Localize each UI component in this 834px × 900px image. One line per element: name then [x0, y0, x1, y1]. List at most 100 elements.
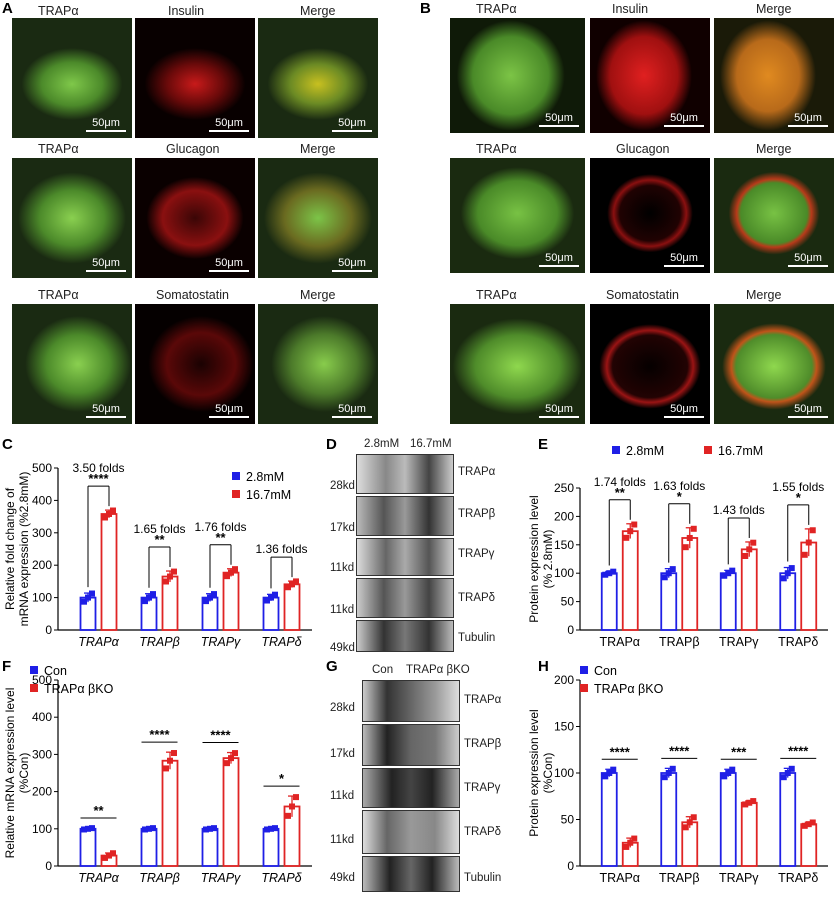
- legend-swatch-blue: [612, 446, 620, 454]
- data-point: [232, 750, 238, 757]
- legend-label: 2.8mM: [626, 444, 664, 458]
- scale-bar: 50μm: [788, 252, 828, 267]
- data-point: [750, 539, 757, 546]
- data-point: [602, 571, 609, 578]
- bar-control: [779, 772, 797, 867]
- x-tick-label: TRAPβ: [139, 635, 179, 649]
- kd-label: 11kd: [330, 562, 355, 574]
- data-point: [224, 760, 230, 767]
- scale-bar: 50μm: [332, 403, 372, 418]
- bar-treatment: [161, 575, 179, 631]
- data-point: [171, 750, 177, 757]
- kd-label: 49kd: [330, 642, 355, 654]
- scale-bar: 50μm: [664, 403, 704, 418]
- micrograph-merge-somatostatin: 50μm: [258, 304, 378, 424]
- data-point: [268, 594, 274, 601]
- data-point: [809, 819, 816, 826]
- scale-bar: 50μm: [332, 117, 372, 132]
- y-axis-label: mRNA expression (%2.8mM): [17, 472, 31, 627]
- bar-control: [600, 772, 618, 867]
- header-glucagon: Glucagon: [166, 142, 220, 156]
- legend-swatch-red: [704, 446, 712, 454]
- data-point: [285, 812, 291, 819]
- bar-treatment: [681, 537, 699, 631]
- header-merge: Merge: [300, 288, 336, 302]
- chart-e-protein-glucose: 0 50 100 150 200 250 Protein expression level(…: [527, 444, 828, 649]
- panel-label-c: C: [2, 436, 13, 453]
- x-tick-label: TRAPγ: [719, 635, 759, 649]
- y-tick-label: 100: [554, 566, 574, 580]
- x-tick-label: TRAPα: [78, 871, 119, 885]
- y-tick-label: 100: [32, 822, 52, 836]
- legend-swatch-blue: [232, 472, 240, 480]
- bar-treatment: [222, 571, 240, 631]
- y-tick-label: 400: [32, 710, 52, 724]
- band-label: TRAPα: [464, 694, 502, 706]
- data-point: [686, 534, 693, 541]
- scale-bar: 50μm: [788, 403, 828, 418]
- data-point: [211, 825, 217, 832]
- band-trapg: [362, 768, 460, 808]
- band-trapd: [362, 810, 460, 854]
- data-point: [106, 511, 112, 518]
- data-point: [203, 826, 209, 833]
- significance-label: ****: [610, 744, 631, 759]
- data-point: [725, 770, 732, 776]
- panel-label-b: B: [420, 0, 431, 17]
- y-axis-label: (%Con): [17, 753, 31, 794]
- data-point: [142, 598, 148, 605]
- kd-label: 28kd: [330, 702, 355, 714]
- header-somatostatin: Somatostatin: [156, 288, 229, 302]
- data-point: [150, 825, 156, 832]
- data-point: [167, 573, 173, 580]
- band-trapg: [356, 538, 454, 576]
- data-point: [110, 507, 116, 514]
- y-axis-label: Protein expression level: [527, 495, 541, 622]
- header-trapa: TRAPα: [476, 142, 517, 156]
- y-axis-label: Relative mRNA expression level: [3, 688, 17, 859]
- data-point: [289, 581, 295, 588]
- data-point: [228, 755, 234, 762]
- legend-swatch-blue: [30, 666, 38, 674]
- significance-label: *: [677, 489, 683, 504]
- header-insulin: Insulin: [168, 4, 205, 18]
- data-point: [272, 591, 278, 598]
- header-trapa: TRAPα: [38, 288, 79, 302]
- data-point: [682, 544, 689, 551]
- data-point: [729, 766, 736, 773]
- data-point: [665, 770, 672, 776]
- data-point: [268, 825, 274, 832]
- band-tubulin: [362, 856, 460, 892]
- micrograph-merge-insulin: 50μm: [258, 18, 378, 138]
- scale-bar: 50μm: [86, 257, 126, 272]
- scale-bar: 50μm: [86, 117, 126, 132]
- data-point: [801, 822, 808, 829]
- data-point: [742, 552, 749, 559]
- y-axis-label: (% 2.8mM): [541, 530, 555, 589]
- x-tick-label: TRAPδ: [261, 871, 302, 885]
- bar-treatment: [740, 801, 758, 867]
- header-merge: Merge: [300, 4, 336, 18]
- y-tick-label: 0: [567, 859, 574, 873]
- micrograph-merge-insulin: 50μm: [714, 18, 834, 133]
- y-tick-label: 0: [567, 623, 574, 637]
- bar-treatment: [800, 823, 818, 867]
- bar-control: [779, 572, 797, 631]
- x-tick-label: TRAPδ: [261, 635, 302, 649]
- kd-label: 11kd: [330, 604, 355, 616]
- data-point: [627, 839, 634, 846]
- x-tick-label: TRAPδ: [778, 635, 818, 649]
- data-point: [690, 814, 697, 821]
- kd-label: 11kd: [330, 834, 355, 846]
- legend-label: 16.7mM: [246, 488, 291, 502]
- data-point: [801, 551, 808, 558]
- scale-bar: 50μm: [539, 403, 579, 418]
- header-merge: Merge: [756, 2, 792, 16]
- data-point: [669, 765, 676, 772]
- kd-label: 11kd: [330, 790, 355, 802]
- data-point: [146, 594, 152, 601]
- data-point: [721, 572, 728, 579]
- fold-change-label: 3.50 folds: [72, 461, 124, 475]
- data-point: [780, 774, 787, 781]
- panel-label-a: A: [2, 0, 13, 17]
